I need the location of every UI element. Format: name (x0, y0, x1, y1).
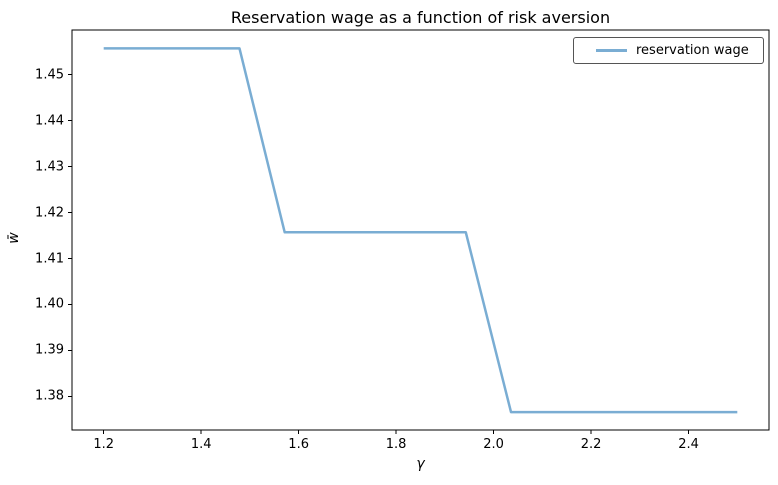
y-tick-label: 1.45 (35, 67, 64, 83)
x-tick-label: 2.4 (678, 437, 699, 452)
x-tick-label: 1.4 (190, 437, 212, 452)
reservation-wage-line (103, 47, 738, 414)
x-tick-label: 1.2 (93, 437, 115, 452)
axes-frame (71, 29, 770, 431)
x-tick-label: 2.0 (483, 437, 504, 452)
legend-line-swatch (596, 49, 627, 52)
y-axis-label: w̄ (6, 232, 22, 244)
x-tick-label: 2.2 (580, 437, 602, 452)
x-tick-label: 1.8 (385, 437, 407, 452)
y-tick-label: 1.43 (35, 159, 64, 175)
y-tick-label: 1.41 (35, 251, 64, 266)
y-tick-label: 1.40 (35, 296, 64, 312)
x-tick-label: 1.6 (288, 437, 309, 452)
y-tick-label: 1.39 (35, 342, 64, 358)
chart-title: Reservation wage as a function of risk a… (230, 8, 611, 27)
legend-label: reservation wage (636, 43, 749, 58)
x-axis-label: γ (416, 456, 425, 472)
y-tick-label: 1.44 (35, 113, 64, 129)
y-tick-label: 1.38 (35, 388, 64, 404)
axis-ticks (68, 74, 690, 434)
legend: reservation wage (573, 37, 764, 64)
y-tick-label: 1.42 (35, 205, 64, 221)
